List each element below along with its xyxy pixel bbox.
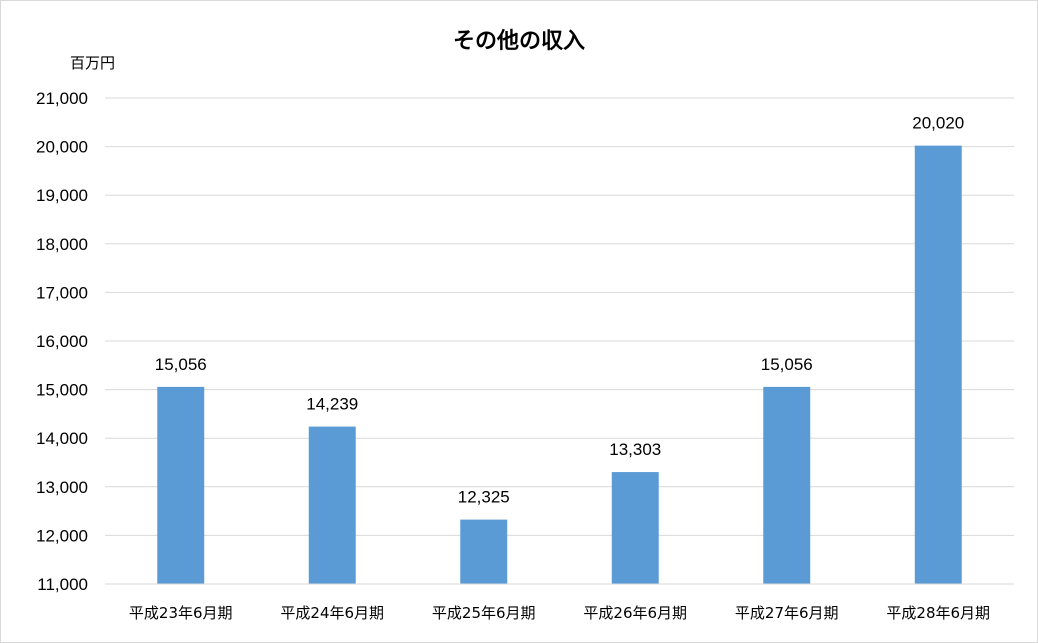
data-label: 13,303 bbox=[609, 440, 661, 459]
x-tick-label: 平成24年6月期 bbox=[280, 604, 384, 622]
bar bbox=[460, 519, 508, 584]
y-tick-label: 20,000 bbox=[36, 138, 88, 157]
gridlines bbox=[105, 97, 1014, 536]
x-tick-label: 平成26年6月期 bbox=[583, 604, 687, 622]
y-axis-unit-label: 百万円 bbox=[70, 54, 115, 72]
y-tick-label: 16,000 bbox=[36, 332, 88, 351]
bar bbox=[914, 145, 962, 585]
bar bbox=[611, 472, 659, 584]
bar bbox=[308, 426, 356, 584]
bar bbox=[763, 386, 811, 584]
data-label: 15,056 bbox=[761, 355, 813, 374]
x-tick-label: 平成27年6月期 bbox=[735, 604, 839, 622]
y-tick-label: 18,000 bbox=[36, 235, 88, 254]
bars bbox=[157, 145, 962, 585]
y-tick-label: 19,000 bbox=[36, 186, 88, 205]
labels: 11,000 12,000 13,000 14,000 15,000 16,000 17,0… bbox=[36, 89, 990, 622]
x-tick-label: 平成23年6月期 bbox=[129, 604, 233, 622]
y-tick-label: 12,000 bbox=[36, 526, 88, 545]
chart-title: その他の収入 bbox=[453, 29, 585, 54]
data-label: 12,325 bbox=[458, 488, 510, 507]
y-tick-label: 14,000 bbox=[36, 429, 88, 448]
y-tick-label: 21,000 bbox=[36, 89, 88, 108]
data-label: 14,239 bbox=[306, 395, 358, 414]
y-tick-label: 17,000 bbox=[36, 283, 88, 302]
data-label: 20,020 bbox=[912, 114, 964, 133]
y-tick-label: 13,000 bbox=[36, 478, 88, 497]
y-tick-label: 15,000 bbox=[36, 381, 88, 400]
bar bbox=[157, 386, 205, 584]
y-tick-label: 11,000 bbox=[37, 575, 88, 594]
data-label: 15,056 bbox=[155, 355, 207, 374]
x-tick-label: 平成28年6月期 bbox=[886, 604, 990, 622]
x-tick-label: 平成25年6月期 bbox=[432, 604, 536, 622]
